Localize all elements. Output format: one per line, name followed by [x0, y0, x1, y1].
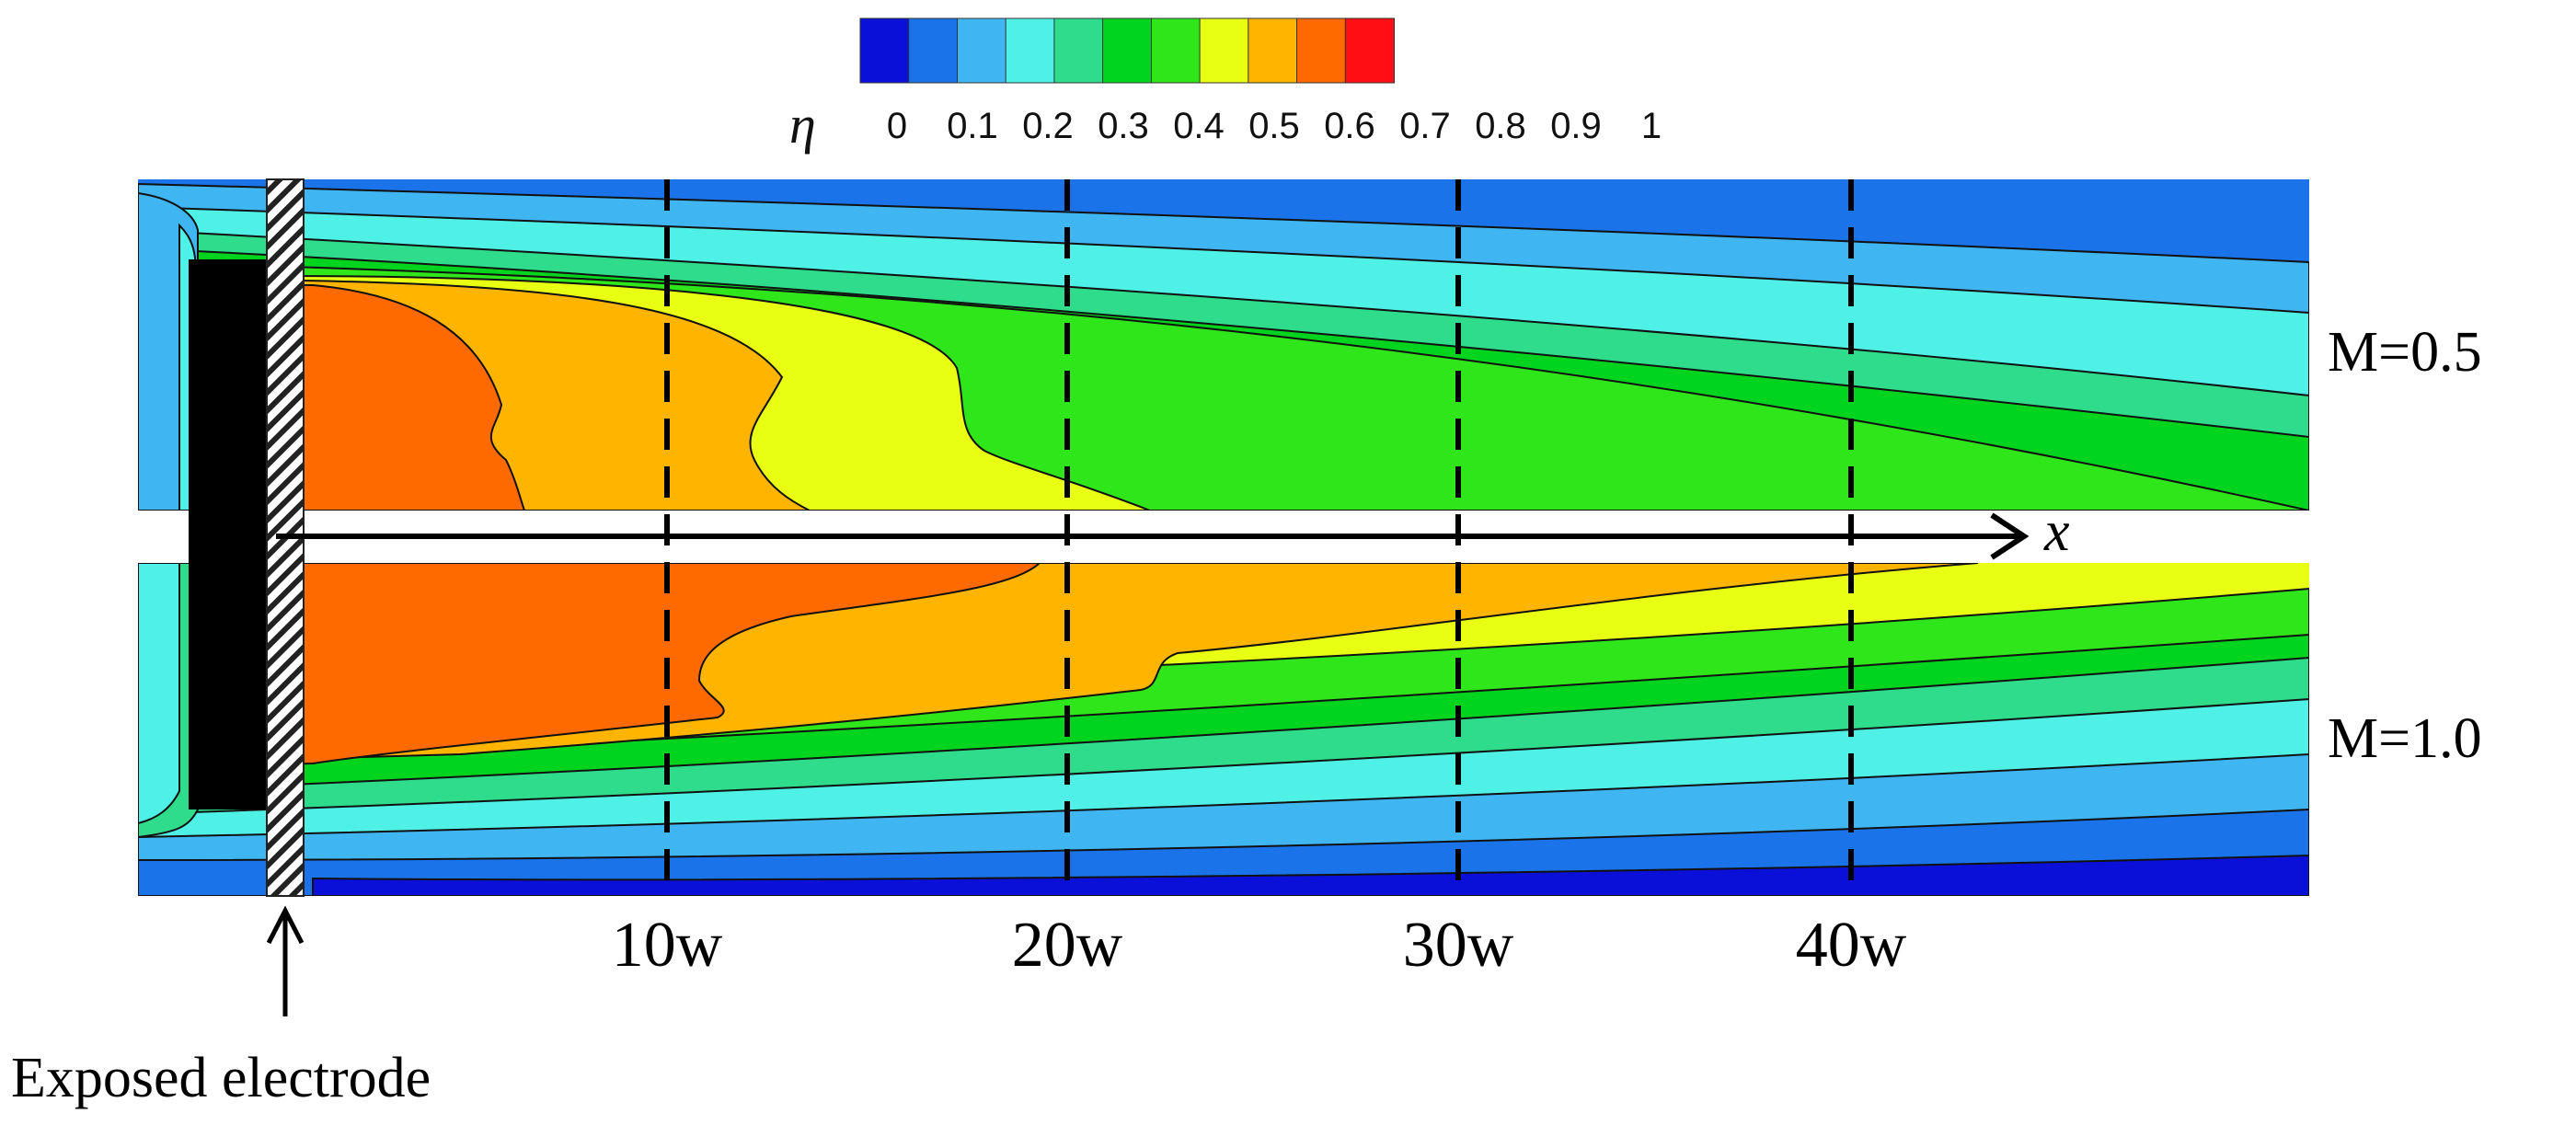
colorbar-cell [1102, 17, 1153, 84]
position-label: 10w [612, 910, 723, 981]
colorbar-cell [1199, 17, 1249, 84]
contour-panel-m05 [138, 179, 2309, 511]
x-axis: x [276, 500, 2070, 563]
case-label-m10: M=1.0 [2328, 707, 2482, 770]
exposed-electrode-annotation: Exposed electrode [11, 905, 431, 1109]
colorbar-tick-label: 0.1 [947, 106, 998, 146]
colorbar-tick-label: 0.3 [1098, 106, 1149, 146]
colorbar-cell [957, 17, 1007, 84]
colorbar-cell [1053, 17, 1104, 84]
colorbar-cell [1005, 17, 1055, 84]
colorbar-tick-label: 0 [887, 106, 907, 146]
colorbar-cell [1248, 17, 1298, 84]
position-label: 20w [1012, 910, 1123, 981]
colorbar-cells [859, 17, 1396, 84]
colorbar-tick-label: 0.9 [1550, 106, 1602, 146]
colorbar-tick-label: 0.8 [1475, 106, 1526, 146]
annotation-label: Exposed electrode [11, 1047, 431, 1109]
colorbar-symbol: η [789, 95, 816, 155]
colorbar-tick-label: 0.7 [1399, 106, 1451, 146]
position-lines: 10w 20w 30w 40w [612, 179, 1907, 981]
colorbar-cell [859, 17, 910, 84]
colorbar-cell [1296, 17, 1347, 84]
colorbar-tick-label: 0.6 [1324, 106, 1375, 146]
colorbar-tick-label: 0.5 [1248, 106, 1300, 146]
position-label: 40w [1796, 910, 1907, 981]
colorbar-tick-label: 0.4 [1173, 106, 1225, 146]
colorbar-cell [1150, 17, 1202, 84]
colorbar: η 0 0.1 0.2 0.3 0.4 0.5 0.6 0.7 0.8 0.9 1 [789, 17, 1662, 155]
colorbar-cell [908, 17, 959, 84]
position-label: 30w [1403, 910, 1514, 981]
covered-electrode [189, 259, 273, 809]
colorbar-ticks: 0 0.1 0.2 0.3 0.4 0.5 0.6 0.7 0.8 0.9 1 [887, 106, 1662, 146]
x-axis-symbol: x [2043, 500, 2070, 563]
case-label-m05: M=0.5 [2328, 321, 2482, 384]
contour-panel-m10 [138, 563, 2309, 896]
colorbar-tick-label: 0.2 [1022, 106, 1074, 146]
colorbar-tick-label: 1 [1641, 106, 1662, 146]
colorbar-cell [1344, 17, 1396, 84]
